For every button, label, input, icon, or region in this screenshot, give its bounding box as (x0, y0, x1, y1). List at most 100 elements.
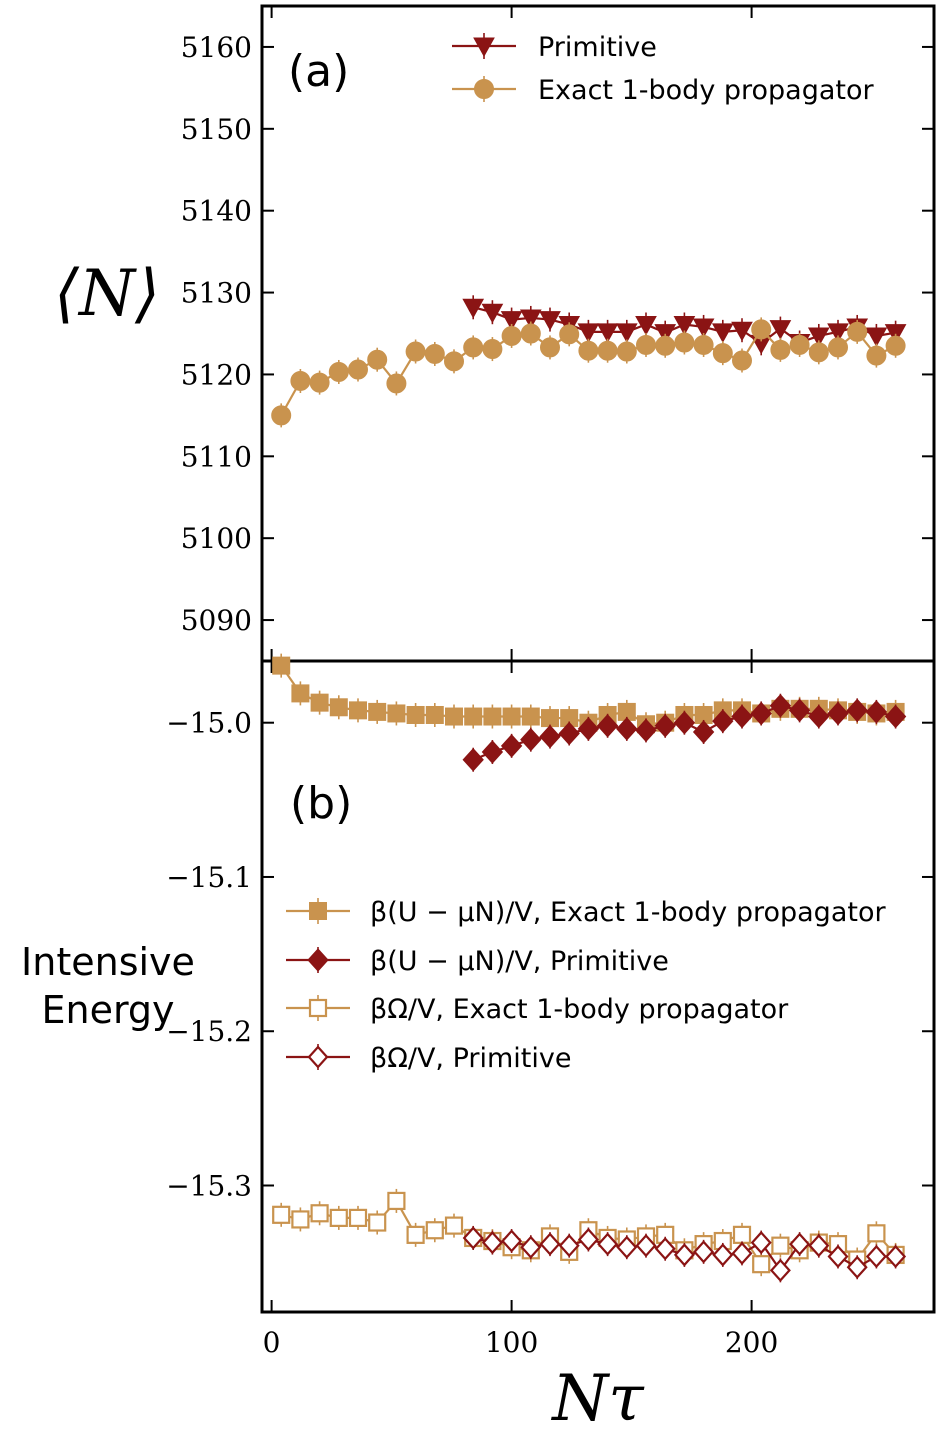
legend-label: β(U − μN)/V, Primitive (370, 946, 669, 977)
data-point (751, 319, 772, 340)
y-tick-label: 5160 (181, 31, 252, 64)
data-point (424, 343, 445, 364)
data-point (846, 1255, 868, 1279)
data-point (464, 707, 483, 726)
data-point (884, 704, 907, 729)
data-point (654, 714, 676, 738)
data-point (712, 343, 733, 364)
data-point (693, 1240, 715, 1264)
data-point (789, 1232, 811, 1256)
x-tick-label: 200 (725, 1326, 778, 1359)
data-point (750, 1230, 772, 1255)
legend-label: β(U − μN)/V, Exact 1-body propagator (370, 897, 886, 928)
data-point (635, 718, 657, 743)
data-point (673, 710, 696, 735)
data-point (808, 704, 830, 729)
data-point (501, 1229, 523, 1253)
data-point (367, 349, 388, 370)
data-point (752, 1255, 771, 1274)
panel-a-ticks: 5090 5100 5110 5120 5130 5140 5150 5160 (181, 6, 934, 661)
panel-b: −15.0 −15.1 −15.2 −15.3 0 100 200 (b) β(U − μN… (166, 653, 936, 1359)
data-point (615, 323, 638, 343)
data-point (616, 341, 637, 362)
data-point (731, 704, 753, 729)
data-point (425, 1221, 444, 1240)
legend-label: Exact 1-body propagator (538, 75, 875, 106)
data-point (386, 373, 407, 394)
data-point (769, 693, 792, 718)
data-point (712, 709, 734, 733)
panel-b-ticks: −15.0 −15.1 −15.2 −15.3 0 100 200 (166, 661, 934, 1359)
data-point (272, 656, 291, 675)
data-point (616, 717, 638, 741)
data-point (711, 323, 734, 343)
data-point (884, 324, 907, 344)
data-point (559, 324, 580, 345)
y-tick-label: 5150 (181, 113, 252, 146)
data-point (636, 334, 656, 355)
panel-b-frame (260, 659, 936, 1314)
panel-a: 5090 5100 5110 5120 5130 5140 5150 5160 (a) Pri… (181, 4, 936, 663)
panel-a-ylabel: ⟨N⟩ (54, 257, 160, 331)
data-point (865, 1244, 887, 1269)
data-point (885, 1244, 907, 1269)
y-tick-label: −15.0 (166, 707, 252, 740)
data-point (732, 350, 752, 371)
series-1 (462, 693, 907, 772)
data-point (596, 323, 619, 343)
data-point (789, 334, 810, 355)
y-tick-label: −15.1 (166, 861, 252, 894)
data-point (558, 1234, 580, 1258)
legend-marker (474, 79, 494, 99)
series-3 (462, 1225, 907, 1283)
data-point (558, 721, 580, 746)
data-point (272, 1205, 291, 1224)
data-point (425, 705, 444, 724)
data-point (827, 323, 849, 343)
data-point (500, 311, 523, 331)
x-tick-label: 0 (263, 1326, 281, 1359)
data-point (309, 372, 330, 393)
data-point (828, 337, 848, 358)
data-point (368, 1213, 387, 1232)
x-tick-label: 100 (485, 1326, 538, 1359)
data-point (827, 1244, 849, 1269)
data-point (692, 720, 715, 744)
panel-a-legend: Primitive Exact 1-body propagator (452, 32, 875, 106)
data-point (329, 1208, 348, 1227)
data-point (541, 709, 559, 728)
data-point (481, 740, 504, 764)
data-point (771, 1236, 790, 1255)
data-point (329, 698, 348, 717)
data-point (462, 298, 485, 319)
data-point (481, 303, 504, 324)
data-point (406, 705, 425, 724)
data-point (865, 327, 888, 347)
y-tick-label: 5120 (181, 358, 252, 391)
legend-marker (307, 1045, 329, 1069)
data-point (655, 335, 676, 356)
data-point (482, 339, 503, 360)
panel-b-ylabel: Intensive Energy (21, 940, 195, 1032)
data-point (577, 717, 600, 741)
data-point (731, 321, 753, 342)
data-point (290, 370, 311, 391)
y-tick-label: 5110 (181, 440, 252, 473)
data-point (769, 1258, 791, 1282)
data-point (291, 684, 310, 703)
data-point (444, 1216, 464, 1235)
y-tick-label: −15.2 (166, 1015, 252, 1048)
data-point (521, 707, 540, 726)
legend-label: βΩ/V, Primitive (370, 1043, 572, 1074)
legend-label: βΩ/V, Exact 1-body propagator (370, 994, 789, 1025)
data-point (462, 747, 484, 772)
data-point (520, 1235, 542, 1259)
data-point (654, 324, 677, 344)
data-point (349, 701, 367, 720)
data-point (387, 704, 406, 723)
data-point (348, 1208, 368, 1227)
data-point (673, 315, 696, 336)
data-point (500, 734, 523, 758)
data-point (712, 1243, 734, 1267)
data-point (807, 327, 830, 347)
